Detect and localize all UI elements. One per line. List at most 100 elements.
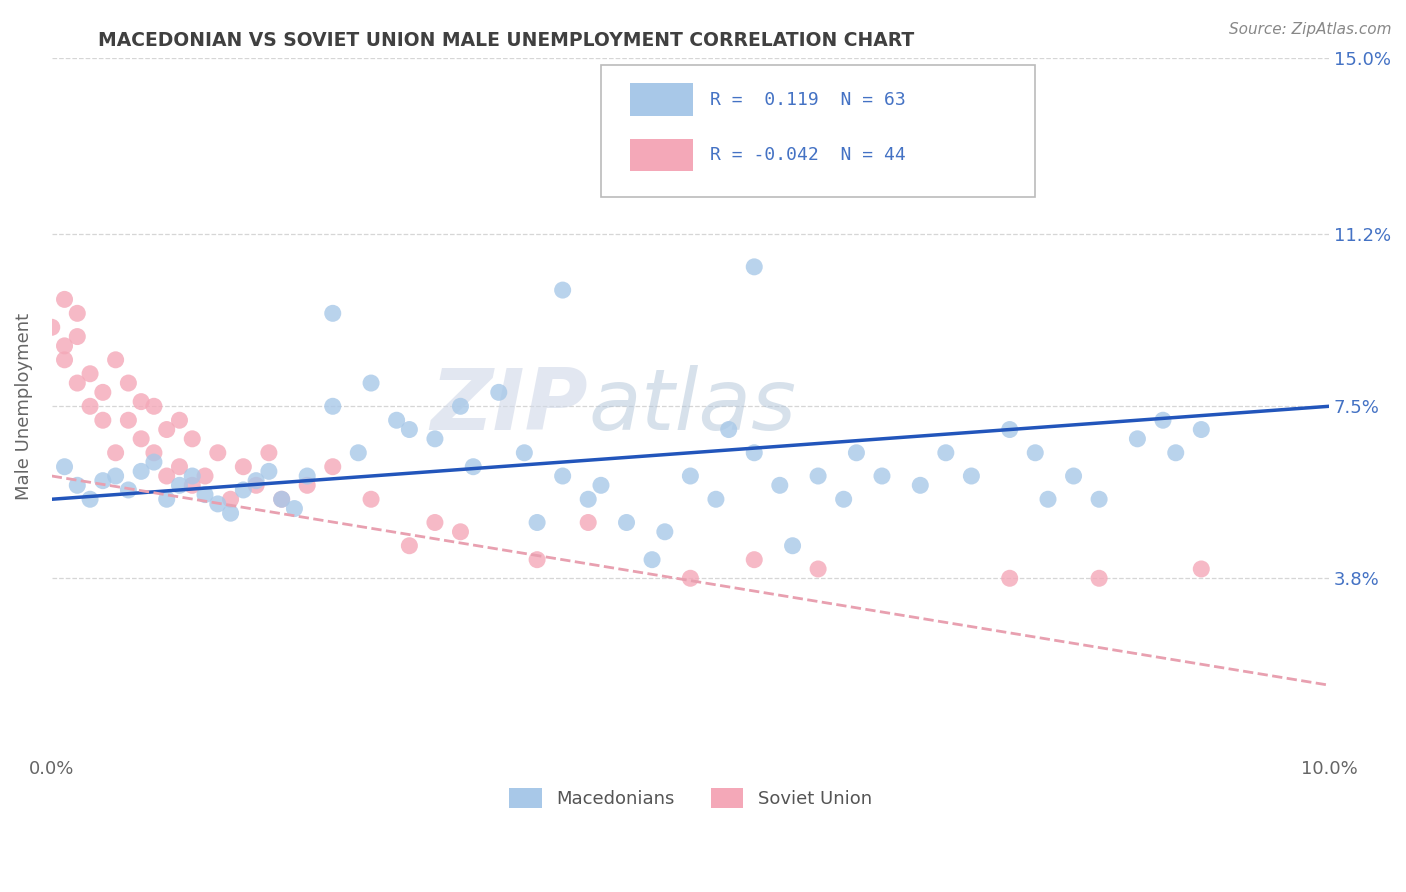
Point xyxy=(782,539,804,553)
Point xyxy=(870,469,893,483)
Point xyxy=(1036,492,1059,507)
Point xyxy=(181,478,204,492)
Point xyxy=(1024,446,1046,460)
Point xyxy=(960,469,983,483)
Point xyxy=(257,446,280,460)
Point xyxy=(910,478,932,492)
Point xyxy=(53,293,76,307)
FancyBboxPatch shape xyxy=(600,64,1035,197)
Point xyxy=(450,524,472,539)
Point xyxy=(91,385,114,400)
Point xyxy=(1189,423,1212,437)
Point xyxy=(322,459,344,474)
Point xyxy=(641,552,664,566)
Point xyxy=(181,469,204,483)
Point xyxy=(245,478,267,492)
Point xyxy=(79,492,101,507)
Point xyxy=(232,483,254,497)
Text: ZIP: ZIP xyxy=(430,365,588,448)
Text: R =  0.119  N = 63: R = 0.119 N = 63 xyxy=(710,90,905,109)
Point xyxy=(1189,562,1212,576)
Point xyxy=(742,552,765,566)
Point xyxy=(1088,492,1111,507)
Point xyxy=(207,446,229,460)
Point xyxy=(142,399,165,413)
Point xyxy=(194,469,217,483)
Point xyxy=(551,469,574,483)
FancyBboxPatch shape xyxy=(630,139,693,171)
Point xyxy=(488,385,510,400)
Point xyxy=(769,478,792,492)
Point xyxy=(423,516,446,530)
Point xyxy=(704,492,727,507)
Text: Source: ZipAtlas.com: Source: ZipAtlas.com xyxy=(1229,22,1392,37)
Point xyxy=(807,469,830,483)
Point xyxy=(91,474,114,488)
Legend: Macedonians, Soviet Union: Macedonians, Soviet Union xyxy=(502,780,879,815)
Point xyxy=(219,492,242,507)
Point xyxy=(129,394,152,409)
Point xyxy=(66,306,89,320)
Point xyxy=(845,446,868,460)
Text: R = -0.042  N = 44: R = -0.042 N = 44 xyxy=(710,146,905,164)
Point xyxy=(551,283,574,297)
Y-axis label: Male Unemployment: Male Unemployment xyxy=(15,313,32,500)
Point xyxy=(935,446,957,460)
Point xyxy=(104,469,127,483)
Point xyxy=(998,423,1021,437)
Point xyxy=(104,446,127,460)
Point xyxy=(1063,469,1085,483)
Point xyxy=(142,446,165,460)
Point xyxy=(207,497,229,511)
Point xyxy=(53,459,76,474)
Point xyxy=(169,459,191,474)
Point xyxy=(1164,446,1187,460)
Point xyxy=(117,376,139,390)
Point xyxy=(181,432,204,446)
Point xyxy=(91,413,114,427)
Point xyxy=(526,552,548,566)
Point xyxy=(347,446,370,460)
Point xyxy=(654,524,676,539)
Point xyxy=(576,516,599,530)
FancyBboxPatch shape xyxy=(630,84,693,116)
Point xyxy=(295,469,318,483)
Point xyxy=(257,464,280,478)
Point xyxy=(270,492,292,507)
Point xyxy=(513,446,536,460)
Point xyxy=(104,352,127,367)
Text: atlas: atlas xyxy=(588,365,796,448)
Point xyxy=(232,459,254,474)
Point xyxy=(142,455,165,469)
Point xyxy=(679,571,702,585)
Point xyxy=(169,478,191,492)
Point xyxy=(322,306,344,320)
Point xyxy=(679,144,702,158)
Point xyxy=(66,329,89,343)
Point xyxy=(526,516,548,530)
Point xyxy=(79,399,101,413)
Point xyxy=(53,339,76,353)
Point xyxy=(156,423,179,437)
Point xyxy=(423,432,446,446)
Point xyxy=(129,432,152,446)
Point xyxy=(398,539,420,553)
Point xyxy=(117,413,139,427)
Point xyxy=(807,562,830,576)
Point xyxy=(589,478,612,492)
Point xyxy=(156,469,179,483)
Point xyxy=(283,501,305,516)
Point xyxy=(616,516,638,530)
Text: MACEDONIAN VS SOVIET UNION MALE UNEMPLOYMENT CORRELATION CHART: MACEDONIAN VS SOVIET UNION MALE UNEMPLOY… xyxy=(98,31,915,50)
Point xyxy=(322,399,344,413)
Point xyxy=(117,483,139,497)
Point xyxy=(1152,413,1174,427)
Point xyxy=(156,492,179,507)
Point xyxy=(450,399,472,413)
Point xyxy=(360,492,382,507)
Point xyxy=(742,260,765,274)
Point xyxy=(385,413,408,427)
Point xyxy=(66,478,89,492)
Point xyxy=(679,469,702,483)
Point xyxy=(194,487,217,501)
